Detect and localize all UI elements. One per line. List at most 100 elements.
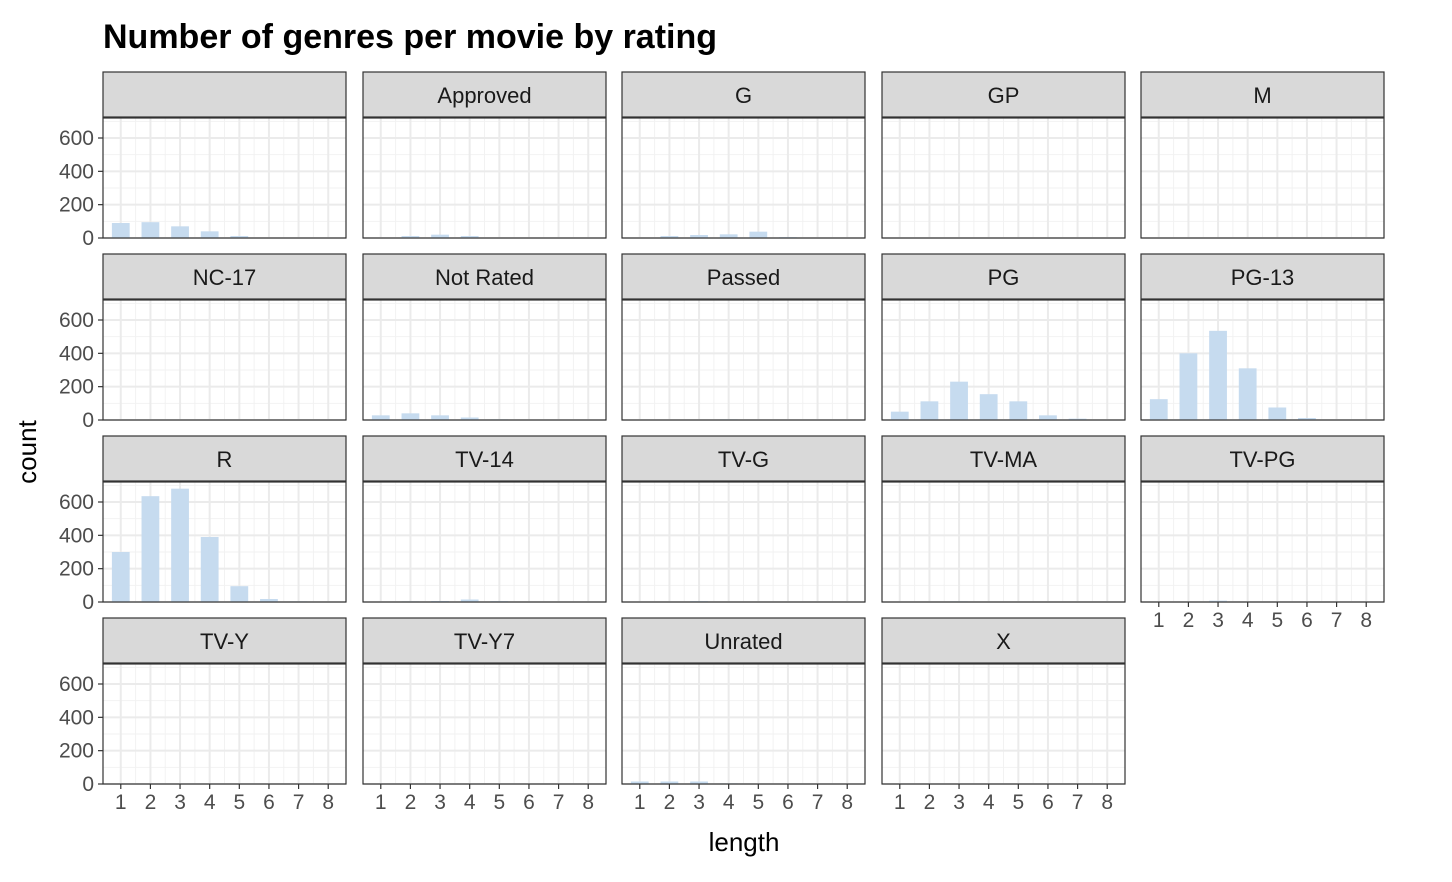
facet-panel: G: [621, 71, 866, 239]
x-tick-label: 5: [233, 791, 245, 814]
facet-strip: [881, 253, 1126, 300]
facet-label: TV-14: [455, 447, 514, 472]
panel-border: [362, 481, 607, 603]
bar: [401, 413, 420, 420]
x-tick-label: 8: [1101, 791, 1113, 814]
facet-strip: [102, 435, 347, 482]
bar: [200, 231, 219, 238]
bar: [1149, 399, 1168, 420]
bar: [111, 223, 130, 238]
x-tick-label: 2: [1183, 609, 1195, 632]
x-tick-label: 4: [464, 791, 476, 814]
x-axis-title: length: [709, 827, 780, 857]
y-tick-label: 400: [59, 342, 94, 365]
x-tick-label: 1: [634, 791, 646, 814]
panel-border: [881, 663, 1126, 785]
panel-border: [1140, 117, 1385, 239]
y-tick-label: 400: [59, 706, 94, 729]
facet-label: Not Rated: [435, 265, 534, 290]
facet-panel: Not Rated: [362, 253, 607, 421]
bar: [1179, 353, 1198, 420]
facet-strip: [621, 617, 866, 664]
facet-panel: TV-PG 1 2 3 4 5 6 7 8: [1140, 435, 1385, 632]
y-tick-label: 0: [82, 591, 94, 614]
x-tick-label: 4: [1242, 609, 1254, 632]
x-tick-label: 7: [293, 791, 305, 814]
y-tick-label: 200: [59, 558, 94, 581]
facet-panel: R 0 200 400 600: [59, 435, 347, 614]
bar: [460, 236, 479, 238]
bar: [1068, 418, 1087, 420]
x-tick-label: 7: [812, 791, 824, 814]
facet-strip: [621, 253, 866, 300]
y-axis-title: count: [12, 419, 42, 483]
bar: [749, 231, 768, 238]
x-tick-label: 1: [115, 791, 127, 814]
facet-label: TV-Y7: [454, 629, 515, 654]
bar: [460, 599, 479, 602]
panel-border: [102, 117, 347, 239]
panel-border: [362, 117, 607, 239]
facet-label: PG-13: [1231, 265, 1295, 290]
x-tick-label: 1: [375, 791, 387, 814]
facet-strip: [1140, 71, 1385, 118]
bar: [719, 234, 738, 238]
facet-strip: [1140, 435, 1385, 482]
facet-label: NC-17: [193, 265, 257, 290]
x-tick-label: 8: [322, 791, 334, 814]
y-tick-label: 200: [59, 194, 94, 217]
facet-label: TV-Y: [200, 629, 249, 654]
facet-panel: 0 200 400 600: [59, 71, 347, 250]
x-tick-label: 3: [953, 791, 965, 814]
facet-panel: Passed: [621, 253, 866, 421]
x-tick-label: 2: [405, 791, 417, 814]
panel-border: [362, 299, 607, 421]
panel-border: [621, 481, 866, 603]
bar: [1238, 368, 1257, 420]
facet-panel: TV-14: [362, 435, 607, 603]
facet-strip: [102, 253, 347, 300]
bar: [1298, 418, 1316, 420]
bar: [920, 401, 939, 420]
facet-panel: X 1 2 3 4 5 6 7 8: [881, 617, 1126, 814]
bar: [141, 222, 160, 238]
facet-strip: [362, 71, 607, 118]
x-tick-label: 7: [553, 791, 565, 814]
facet-panel: TV-MA: [881, 435, 1126, 603]
facet-strip: [362, 253, 607, 300]
y-tick-label: 200: [59, 740, 94, 763]
x-tick-label: 6: [263, 791, 275, 814]
bar: [1268, 407, 1287, 420]
x-tick-label: 6: [523, 791, 535, 814]
x-tick-label: 2: [924, 791, 936, 814]
facet-strip: [102, 617, 347, 664]
panel-border: [881, 117, 1126, 239]
bar: [1039, 415, 1057, 420]
x-tick-label: 5: [1012, 791, 1024, 814]
x-tick-label: 3: [434, 791, 446, 814]
bar: [690, 235, 708, 238]
facet-strip: [881, 71, 1126, 118]
chart-title: Number of genres per movie by rating: [103, 18, 717, 56]
x-tick-label: 4: [723, 791, 735, 814]
facet-strip: [102, 71, 347, 118]
panel-border: [102, 299, 347, 421]
bar: [950, 381, 968, 420]
bar: [1209, 600, 1227, 602]
panel-border: [1140, 299, 1385, 421]
bar: [1009, 401, 1028, 420]
bar: [401, 236, 420, 238]
x-tick-label: 6: [782, 791, 794, 814]
x-tick-label: 4: [204, 791, 216, 814]
y-tick-label: 400: [59, 160, 94, 183]
facet-panel: GP: [881, 71, 1126, 239]
facet-panel: Unrated 1 2 3 4 5 6 7 8: [621, 617, 866, 814]
panel-border: [881, 481, 1126, 603]
facet-label: Passed: [707, 265, 780, 290]
facet-label: G: [735, 83, 752, 108]
facet-label: Approved: [437, 83, 531, 108]
panel-border: [621, 117, 866, 239]
bar: [431, 234, 449, 238]
